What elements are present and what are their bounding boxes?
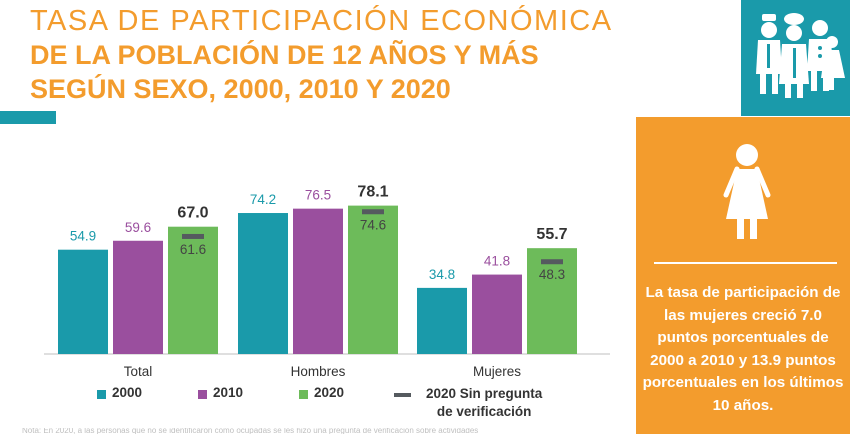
legend-label-2000: 2000	[112, 385, 143, 400]
workers-group-icon	[756, 13, 845, 98]
summary-panel	[636, 117, 850, 434]
data-label-2010-hombres: 76.5	[305, 188, 331, 203]
legend-swatch-2020	[299, 390, 308, 399]
panel-divider	[654, 262, 837, 264]
marker-label-mujeres: 48.3	[539, 267, 565, 282]
category-label-hombres: Hombres	[291, 364, 346, 379]
marker-no-verification-total	[182, 233, 204, 239]
data-label-2000-mujeres: 34.8	[429, 267, 455, 282]
legend-marker-line	[394, 393, 411, 397]
bar-2000-total	[58, 249, 108, 354]
category-label-mujeres: Mujeres	[473, 364, 521, 379]
marker-no-verification-mujeres	[541, 259, 563, 265]
data-label-2000-hombres: 74.2	[250, 192, 276, 207]
legend-label-2010: 2010	[213, 385, 244, 400]
title-line-1: TASA DE PARTICIPACIÓN ECONÓMICA	[30, 5, 613, 37]
data-label-2020-total: 67.0	[177, 205, 208, 222]
legend-label-2020: 2020	[314, 385, 345, 400]
title-line-3: SEGÚN SEXO, 2000, 2010 Y 2020	[30, 74, 451, 104]
icon-box	[741, 0, 850, 116]
legend-swatch-2010	[198, 390, 207, 399]
marker-label-hombres: 74.6	[360, 217, 386, 232]
category-label-total: Total	[124, 364, 153, 379]
bar-chart: 54.9 59.6 67.0 61.6 74.2 76.5 78.1 74.6 34.8 41.8…	[44, 184, 610, 379]
marker-label-total: 61.6	[180, 242, 206, 257]
legend-swatch-2000	[97, 390, 106, 399]
bar-2020-hombres	[348, 205, 398, 354]
legend-label-line-2: de verificación	[436, 404, 532, 419]
bar-2010-total	[113, 240, 163, 354]
marker-no-verification-hombres	[362, 209, 384, 215]
legend-label-line-1: 2020 Sin pregunta	[426, 386, 543, 401]
bar-2000-mujeres	[417, 287, 467, 354]
bar-2020-total	[168, 226, 218, 354]
data-label-2010-total: 59.6	[125, 220, 151, 235]
chart-title: TASA DE PARTICIPACIÓN ECONÓMICA DE LA PO…	[30, 4, 613, 106]
data-label-2020-hombres: 78.1	[357, 184, 388, 201]
data-label-2020-mujeres: 55.7	[536, 226, 567, 243]
accent-bar	[0, 111, 56, 124]
title-line-2: DE LA POBLACIÓN DE 12 AÑOS Y MÁS	[30, 40, 539, 70]
bar-2020-mujeres	[527, 248, 577, 354]
data-label-2000-total: 54.9	[70, 229, 96, 244]
woman-icon	[723, 144, 771, 239]
footnote: Nota: En 2020, a las personas que no se …	[22, 428, 479, 434]
bar-2010-hombres	[293, 208, 343, 354]
data-label-2010-mujeres: 41.8	[484, 254, 510, 269]
summary-text: La tasa de participación de las mujeres …	[642, 284, 844, 414]
bar-2000-hombres	[238, 213, 288, 354]
bar-2010-mujeres	[472, 274, 522, 354]
legend-label-no-verification: 2020 Sin pregunta de verificación	[426, 385, 542, 421]
